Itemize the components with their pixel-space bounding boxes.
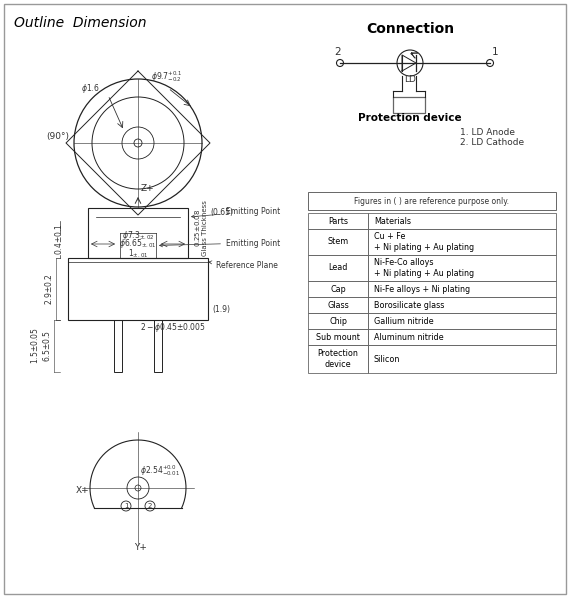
Text: 1.5$\pm$0.05: 1.5$\pm$0.05 xyxy=(30,328,41,364)
Text: Protection
device: Protection device xyxy=(317,349,359,369)
Text: Ni-Fe alloys + Ni plating: Ni-Fe alloys + Ni plating xyxy=(374,285,470,294)
Text: Glass: Glass xyxy=(327,301,349,310)
Bar xyxy=(368,281,556,297)
Bar xyxy=(308,297,368,313)
Bar xyxy=(308,192,556,210)
Bar xyxy=(368,345,556,373)
Text: Protection device: Protection device xyxy=(358,113,462,123)
Bar xyxy=(368,213,556,229)
Text: Stem: Stem xyxy=(327,237,349,246)
Text: $\phi$7.3$_{\pm.02}$: $\phi$7.3$_{\pm.02}$ xyxy=(122,229,154,242)
Bar xyxy=(368,297,556,313)
Text: LD: LD xyxy=(404,75,416,84)
Text: Aluminum nitride: Aluminum nitride xyxy=(374,332,444,341)
Text: Ni-Fe-Co alloys
+ Ni plating + Au plating: Ni-Fe-Co alloys + Ni plating + Au platin… xyxy=(374,258,474,277)
Text: 1$_{\pm.01}$: 1$_{\pm.01}$ xyxy=(128,247,148,260)
Text: Reference Plane: Reference Plane xyxy=(209,261,278,270)
Text: Parts: Parts xyxy=(328,216,348,225)
Text: Silicon: Silicon xyxy=(374,355,400,364)
Text: 0.25$\pm$0.08: 0.25$\pm$0.08 xyxy=(194,209,203,247)
Text: Connection: Connection xyxy=(366,22,454,36)
Text: Emitting Point: Emitting Point xyxy=(191,207,280,218)
Text: Cu + Fe
+ Ni plating + Au plating: Cu + Fe + Ni plating + Au plating xyxy=(374,232,474,252)
Text: $\phi$2.54$^{+0.0}_{-0.01}$: $\phi$2.54$^{+0.0}_{-0.01}$ xyxy=(140,463,180,478)
Bar xyxy=(368,229,556,255)
Bar xyxy=(368,255,556,281)
Text: Sub mount: Sub mount xyxy=(316,332,360,341)
Text: $\phi$6.65$_{\pm.01}$: $\phi$6.65$_{\pm.01}$ xyxy=(119,237,157,250)
Bar xyxy=(393,97,425,113)
Bar xyxy=(308,213,368,229)
Text: Y+: Y+ xyxy=(134,543,147,552)
Text: $2-\phi$0.45$\pm$0.005: $2-\phi$0.45$\pm$0.005 xyxy=(140,321,206,334)
Text: $\phi$1.6: $\phi$1.6 xyxy=(81,82,99,95)
Bar xyxy=(154,320,162,372)
Bar xyxy=(308,329,368,345)
Bar xyxy=(308,255,368,281)
Bar xyxy=(308,345,368,373)
Bar xyxy=(114,320,122,372)
Text: (0.65): (0.65) xyxy=(210,208,233,217)
Text: 2. LD Cathode: 2. LD Cathode xyxy=(460,138,524,147)
Bar xyxy=(68,258,208,320)
Bar xyxy=(368,313,556,329)
Bar xyxy=(308,229,368,255)
Text: 2: 2 xyxy=(148,503,152,509)
Bar xyxy=(308,313,368,329)
Text: (90°): (90°) xyxy=(46,132,70,141)
Text: 2.9$\pm$0.2: 2.9$\pm$0.2 xyxy=(42,273,54,305)
Text: Chip: Chip xyxy=(329,316,347,325)
Text: Materials: Materials xyxy=(374,216,411,225)
Text: 1: 1 xyxy=(124,503,128,509)
Text: 0.4$\pm$0.1: 0.4$\pm$0.1 xyxy=(53,224,63,255)
Text: 6.5$\pm$0.5: 6.5$\pm$0.5 xyxy=(41,330,51,362)
Text: Borosilicate glass: Borosilicate glass xyxy=(374,301,444,310)
Text: Cap: Cap xyxy=(330,285,346,294)
Text: Z+: Z+ xyxy=(141,184,155,193)
Bar xyxy=(368,329,556,345)
Text: Figures in ( ) are reference purpose only.: Figures in ( ) are reference purpose onl… xyxy=(355,197,509,206)
Text: Outline  Dimension: Outline Dimension xyxy=(14,16,147,30)
Text: 1: 1 xyxy=(492,47,498,57)
Text: 2: 2 xyxy=(334,47,341,57)
Bar xyxy=(88,208,188,258)
Text: Lead: Lead xyxy=(328,264,348,273)
Text: 1. LD Anode: 1. LD Anode xyxy=(460,128,515,137)
Text: (1.9): (1.9) xyxy=(212,305,230,314)
Text: Emitting Point: Emitting Point xyxy=(159,239,280,248)
Text: Gallium nitride: Gallium nitride xyxy=(374,316,433,325)
Text: $\phi$9.7$^{+0.1}_{-0.2}$: $\phi$9.7$^{+0.1}_{-0.2}$ xyxy=(151,69,182,84)
Bar xyxy=(308,281,368,297)
Text: X+: X+ xyxy=(76,486,90,495)
Text: Glass Thickness: Glass Thickness xyxy=(202,200,208,256)
